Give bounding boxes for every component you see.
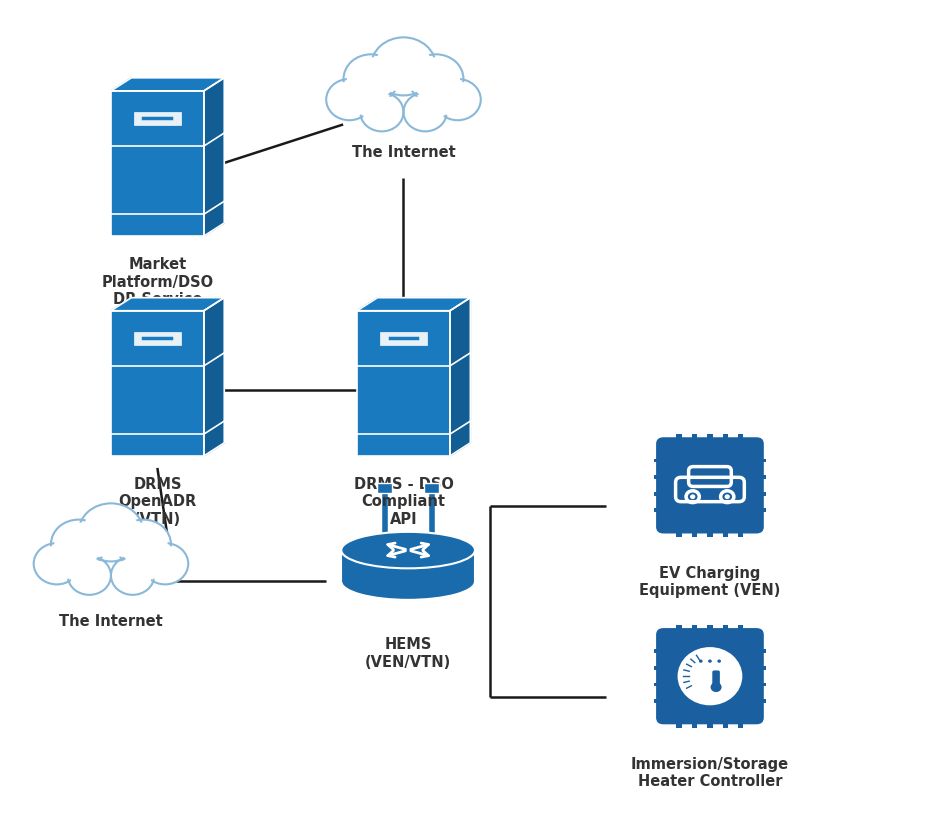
FancyBboxPatch shape: [738, 717, 742, 727]
FancyBboxPatch shape: [722, 625, 727, 634]
FancyBboxPatch shape: [691, 717, 696, 727]
FancyBboxPatch shape: [653, 699, 663, 703]
Circle shape: [346, 57, 395, 101]
Circle shape: [70, 558, 109, 592]
Circle shape: [437, 81, 477, 118]
FancyBboxPatch shape: [653, 458, 663, 463]
FancyBboxPatch shape: [380, 332, 426, 345]
Polygon shape: [204, 78, 224, 236]
FancyBboxPatch shape: [738, 434, 742, 444]
Ellipse shape: [341, 532, 475, 568]
Polygon shape: [204, 297, 224, 456]
Circle shape: [51, 520, 106, 569]
Circle shape: [110, 556, 154, 595]
FancyBboxPatch shape: [357, 311, 449, 456]
FancyBboxPatch shape: [707, 625, 711, 634]
FancyBboxPatch shape: [755, 492, 765, 495]
Circle shape: [708, 660, 711, 663]
FancyBboxPatch shape: [134, 332, 181, 345]
Circle shape: [119, 523, 168, 566]
Polygon shape: [449, 297, 470, 456]
Circle shape: [679, 649, 739, 704]
Polygon shape: [110, 78, 224, 91]
Circle shape: [412, 57, 460, 101]
Circle shape: [329, 81, 370, 118]
FancyBboxPatch shape: [676, 717, 680, 727]
Ellipse shape: [341, 563, 475, 600]
Text: EV Charging
Equipment (VEN): EV Charging Equipment (VEN): [638, 566, 780, 598]
Text: The Internet: The Internet: [351, 145, 455, 160]
Circle shape: [142, 543, 188, 584]
FancyBboxPatch shape: [655, 437, 763, 534]
FancyBboxPatch shape: [755, 458, 765, 463]
FancyBboxPatch shape: [755, 683, 765, 686]
FancyBboxPatch shape: [676, 527, 680, 537]
FancyBboxPatch shape: [341, 550, 475, 582]
Circle shape: [37, 546, 77, 582]
FancyBboxPatch shape: [755, 699, 765, 703]
Text: DRMS
OpenADR
(VTN): DRMS OpenADR (VTN): [118, 477, 197, 527]
Circle shape: [371, 38, 435, 96]
Circle shape: [362, 95, 401, 129]
Circle shape: [54, 523, 103, 566]
FancyBboxPatch shape: [722, 527, 727, 537]
FancyBboxPatch shape: [134, 112, 181, 125]
Circle shape: [326, 79, 372, 120]
Circle shape: [405, 95, 444, 129]
Circle shape: [34, 543, 80, 584]
FancyBboxPatch shape: [711, 670, 719, 689]
FancyBboxPatch shape: [707, 527, 711, 537]
Circle shape: [709, 682, 721, 692]
Circle shape: [359, 93, 403, 132]
Circle shape: [403, 93, 446, 132]
FancyBboxPatch shape: [755, 649, 765, 653]
FancyBboxPatch shape: [653, 649, 663, 653]
FancyBboxPatch shape: [738, 527, 742, 537]
Polygon shape: [357, 297, 470, 311]
FancyBboxPatch shape: [424, 483, 438, 493]
Text: Immersion/Storage
Heater Controller: Immersion/Storage Heater Controller: [630, 757, 788, 789]
FancyBboxPatch shape: [722, 717, 727, 727]
Circle shape: [698, 660, 702, 663]
Circle shape: [434, 79, 480, 120]
FancyBboxPatch shape: [653, 475, 663, 479]
FancyBboxPatch shape: [707, 434, 711, 444]
FancyBboxPatch shape: [110, 91, 204, 236]
Text: HEMS
(VEN/VTN): HEMS (VEN/VTN): [365, 637, 451, 670]
FancyBboxPatch shape: [653, 492, 663, 495]
Circle shape: [82, 507, 139, 558]
Text: The Internet: The Internet: [59, 614, 163, 629]
Circle shape: [67, 556, 110, 595]
Circle shape: [113, 558, 152, 592]
Polygon shape: [110, 297, 224, 311]
FancyBboxPatch shape: [653, 509, 663, 512]
Text: DRMS - DSO
Compliant
API: DRMS - DSO Compliant API: [353, 477, 453, 527]
FancyBboxPatch shape: [722, 434, 727, 444]
Circle shape: [374, 41, 431, 92]
Circle shape: [717, 660, 720, 663]
FancyBboxPatch shape: [707, 717, 711, 727]
Text: Market
Platform/DSO
DR Service: Market Platform/DSO DR Service: [101, 257, 213, 307]
FancyBboxPatch shape: [755, 666, 765, 670]
Circle shape: [689, 494, 695, 499]
FancyBboxPatch shape: [377, 483, 392, 493]
Circle shape: [145, 546, 185, 582]
FancyBboxPatch shape: [655, 628, 763, 724]
FancyBboxPatch shape: [653, 683, 663, 686]
Circle shape: [408, 54, 463, 103]
FancyBboxPatch shape: [755, 509, 765, 512]
FancyBboxPatch shape: [738, 625, 742, 634]
FancyBboxPatch shape: [691, 434, 696, 444]
FancyBboxPatch shape: [676, 434, 680, 444]
Circle shape: [79, 504, 143, 561]
FancyBboxPatch shape: [691, 625, 696, 634]
Circle shape: [344, 54, 398, 103]
FancyBboxPatch shape: [653, 666, 663, 670]
Circle shape: [724, 494, 729, 499]
FancyBboxPatch shape: [691, 527, 696, 537]
FancyBboxPatch shape: [676, 625, 680, 634]
FancyBboxPatch shape: [755, 475, 765, 479]
FancyBboxPatch shape: [110, 311, 204, 456]
Circle shape: [116, 520, 170, 569]
